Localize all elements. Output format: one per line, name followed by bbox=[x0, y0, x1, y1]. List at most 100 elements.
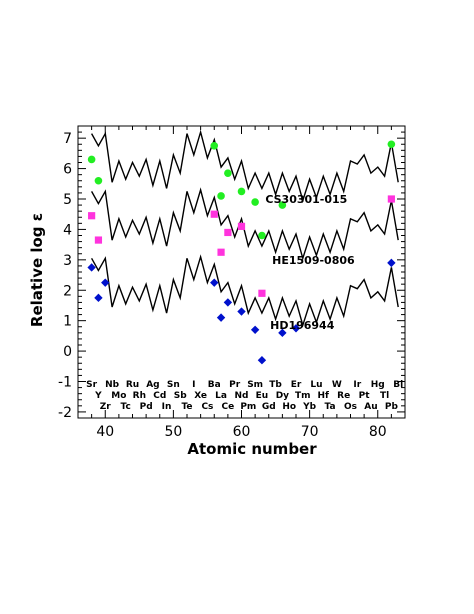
element-label-nb: Nb bbox=[105, 380, 120, 390]
data-point-hd196944 bbox=[87, 263, 96, 272]
series-label-hd196944: HD196944 bbox=[270, 319, 335, 332]
data-point-cs30301-015 bbox=[87, 155, 96, 164]
element-label-sm: Sm bbox=[247, 380, 263, 390]
element-label-bi: Bi bbox=[393, 380, 403, 390]
element-label-eu: Eu bbox=[256, 391, 269, 401]
data-point-he1509-0806 bbox=[88, 212, 96, 220]
data-point-he1509-0806 bbox=[237, 222, 246, 230]
data-point-cs30301-015 bbox=[258, 231, 266, 240]
data-point-hd196944 bbox=[387, 258, 396, 268]
x-tick-label: 70 bbox=[301, 424, 319, 440]
data-point-cs30301-015 bbox=[278, 201, 287, 209]
element-label-os: Os bbox=[344, 402, 357, 412]
x-tick-label: 50 bbox=[164, 424, 182, 440]
element-label-cd: Cd bbox=[153, 391, 166, 401]
element-label-gd: Gd bbox=[262, 402, 276, 412]
element-label-y: Y bbox=[94, 391, 102, 401]
element-label-zr: Zr bbox=[100, 402, 112, 412]
data-point-hd196944 bbox=[94, 293, 103, 303]
data-point-hd196944 bbox=[216, 313, 226, 322]
data-point-cs30301-015 bbox=[387, 140, 396, 149]
data-point-hd196944 bbox=[257, 356, 267, 365]
element-label-tb: Tb bbox=[269, 380, 282, 390]
y-tick-label: 6 bbox=[63, 162, 72, 178]
element-label-ce: Ce bbox=[222, 402, 235, 412]
element-label-pt: Pt bbox=[359, 391, 371, 401]
data-point-cs30301-015 bbox=[94, 176, 103, 185]
data-point-hd196944 bbox=[250, 325, 260, 334]
element-label-pm: Pm bbox=[240, 402, 256, 412]
plot-frame bbox=[77, 125, 406, 419]
y-axis-label: Relative log ε bbox=[28, 213, 46, 327]
data-point-hd196944 bbox=[223, 298, 233, 307]
data-point-he1509-0806 bbox=[217, 248, 225, 256]
element-label-ho: Ho bbox=[282, 402, 296, 412]
element-label-sn: Sn bbox=[167, 380, 180, 390]
element-label-dy: Dy bbox=[276, 391, 289, 401]
plot-area: 40 50 60 70 80 -2 -1 0 1 2 3 4 5 6 7 Sr Nb Ru Ag Sn I Ba Pr Sm T… bbox=[58, 125, 406, 440]
y-tick-label: -1 bbox=[58, 375, 72, 391]
element-label-er: Er bbox=[291, 380, 302, 390]
element-label-ba: Ba bbox=[208, 380, 221, 390]
x-tick-label: 60 bbox=[233, 424, 251, 440]
data-point-cs30301-015 bbox=[224, 169, 232, 177]
y-tick-label: 3 bbox=[63, 253, 72, 269]
x-tick-label: 40 bbox=[96, 424, 114, 440]
data-point-cs30301-015 bbox=[217, 192, 225, 200]
y-tick-label: 0 bbox=[63, 344, 72, 360]
data-point-cs30301-015 bbox=[237, 187, 246, 196]
element-label-hf: Hf bbox=[318, 391, 330, 401]
element-label-pr: Pr bbox=[229, 380, 241, 390]
element-label-re: Re bbox=[337, 391, 350, 401]
data-point-he1509-0806 bbox=[224, 228, 232, 237]
y-tick-label: 5 bbox=[63, 192, 72, 208]
data-point-he1509-0806 bbox=[258, 289, 266, 297]
element-label-xe: Xe bbox=[194, 391, 207, 401]
element-label-pb: Pb bbox=[385, 402, 399, 412]
element-label-yb: Yb bbox=[302, 402, 317, 412]
data-point-hd196944 bbox=[210, 278, 219, 287]
element-label-rh: Rh bbox=[133, 391, 146, 401]
element-label-te: Te bbox=[181, 402, 192, 412]
data-point-cs30301-015 bbox=[210, 141, 219, 150]
element-label-w: W bbox=[332, 380, 342, 390]
element-label-mo: Mo bbox=[111, 391, 126, 401]
element-label-au: Au bbox=[364, 402, 377, 412]
series-label-he1509-0806: HE1509-0806 bbox=[272, 254, 355, 267]
data-point-cs30301-015 bbox=[251, 198, 259, 206]
data-point-hd196944 bbox=[278, 328, 287, 338]
y-tick-label: 2 bbox=[63, 283, 72, 299]
element-label-tl: Tl bbox=[380, 391, 389, 401]
solar-r-curve-cs30301-015 bbox=[90, 129, 399, 203]
solar-r-curve-he1509-0806 bbox=[90, 187, 399, 261]
element-label-hg: Hg bbox=[371, 380, 385, 390]
y-tick-label: 4 bbox=[63, 222, 72, 238]
data-point-hd196944 bbox=[291, 324, 301, 333]
x-tick-label: 80 bbox=[369, 424, 387, 440]
data-point-hd196944 bbox=[237, 307, 246, 316]
element-label-in: In bbox=[162, 402, 172, 412]
data-point-hd196944 bbox=[101, 278, 110, 287]
y-tick-label: 1 bbox=[63, 314, 72, 330]
series-label-cs30301-015: CS30301-015 bbox=[265, 193, 347, 206]
x-axis-label: Atomic number bbox=[187, 440, 317, 458]
element-label-lu: Lu bbox=[310, 380, 322, 390]
solar-r-curve-hd196944 bbox=[90, 254, 399, 328]
element-label-tc: Tc bbox=[121, 402, 131, 412]
element-label-ir: Ir bbox=[353, 380, 361, 390]
element-label-cs: Cs bbox=[201, 402, 213, 412]
element-label-nd: Nd bbox=[235, 391, 249, 401]
element-label-sb: Sb bbox=[174, 391, 187, 401]
data-point-he1509-0806 bbox=[94, 236, 103, 244]
element-label-ta: Ta bbox=[325, 402, 336, 412]
y-tick-label: 7 bbox=[63, 131, 72, 147]
data-point-he1509-0806 bbox=[210, 210, 218, 218]
element-label-i: I bbox=[192, 380, 195, 390]
element-label-la: La bbox=[215, 391, 227, 401]
element-label-ag: Ag bbox=[146, 380, 159, 390]
element-label-tm: Tm bbox=[295, 391, 311, 401]
element-label-sr: Sr bbox=[86, 380, 97, 390]
y-tick-label: -2 bbox=[58, 405, 72, 421]
element-label-ru: Ru bbox=[126, 380, 139, 390]
